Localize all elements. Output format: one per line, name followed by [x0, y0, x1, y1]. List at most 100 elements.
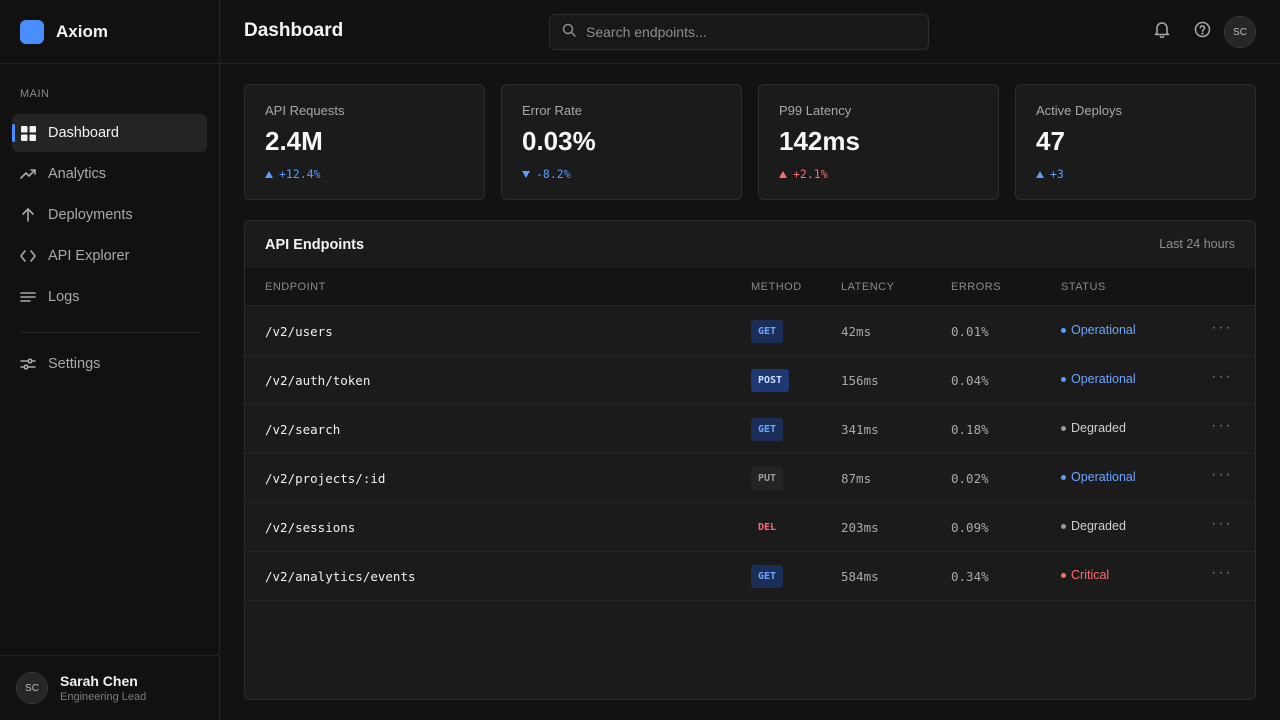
notifications-button[interactable] — [1150, 20, 1174, 44]
sidebar-item-deployments[interactable]: Deployments — [12, 196, 207, 234]
method-badge: GET — [751, 565, 784, 588]
time-range: Last 24 hours — [1159, 237, 1235, 251]
avatar: SC — [16, 672, 48, 704]
endpoint-path: /v2/sessions — [265, 520, 356, 535]
method-badge: GET — [751, 320, 784, 343]
top-header: Dashboard SC — [220, 0, 1280, 64]
search-input[interactable] — [586, 24, 906, 40]
avatar[interactable]: SC — [1224, 16, 1256, 48]
table-row[interactable]: /v2/search GET 341ms 0.18% Degraded ··· — [245, 405, 1255, 454]
table-row[interactable]: /v2/auth/token POST 156ms 0.04% Operational ·… — [245, 356, 1255, 405]
status-dot-icon — [1061, 425, 1066, 431]
errors-value: 0.18% — [951, 422, 989, 437]
more-options-button[interactable]: ··· — [1211, 515, 1233, 532]
column-header-endpoint: ENDPOINT — [265, 281, 326, 293]
status-text: Operational — [1071, 372, 1136, 386]
errors-value: 0.01% — [951, 324, 989, 339]
triangle-down-icon — [522, 170, 530, 178]
errors-value: 0.04% — [951, 373, 989, 388]
sidebar-item-settings[interactable]: Settings — [12, 345, 207, 383]
status-dot-icon — [1061, 572, 1066, 578]
triangle-up-icon — [779, 170, 787, 178]
status-text: Critical — [1071, 568, 1110, 582]
stat-delta: -8.2% — [522, 167, 721, 181]
sliders-icon — [20, 356, 36, 372]
more-options-button[interactable]: ··· — [1211, 417, 1233, 434]
app-logo — [20, 19, 44, 44]
latency-value: 584ms — [841, 569, 879, 584]
status-text: Operational — [1071, 323, 1136, 337]
sidebar-nav: Dashboard Analytics Deployments API Expl… — [12, 114, 207, 319]
sidebar-item-label: Logs — [48, 289, 80, 305]
status-badge: Operational — [1061, 372, 1136, 386]
stat-delta: +2.1% — [779, 167, 978, 181]
sidebar-item-api-explorer[interactable]: API Explorer — [12, 237, 207, 275]
sidebar-item-dashboard[interactable]: Dashboard — [12, 114, 207, 152]
table-row[interactable]: /v2/analytics/events GET 584ms 0.34% Critica… — [245, 552, 1255, 601]
column-header-latency: LATENCY — [841, 281, 895, 293]
status-dot-icon — [1061, 327, 1066, 333]
stat-delta: +12.4% — [265, 167, 464, 181]
status-text: Degraded — [1071, 519, 1126, 533]
endpoints-panel: API Endpoints Last 24 hours ENDPOINT MET… — [244, 220, 1256, 700]
method-badge: PUT — [751, 467, 784, 490]
trending-up-icon — [20, 166, 36, 182]
sidebar-item-label: Settings — [48, 356, 101, 372]
stat-delta: +3 — [1036, 167, 1235, 181]
endpoint-path: /v2/users — [265, 324, 333, 339]
endpoint-path: /v2/search — [265, 422, 341, 437]
sidebar-item-analytics[interactable]: Analytics — [12, 155, 207, 193]
user-name: Sarah Chen — [60, 673, 138, 689]
stat-card-active-deploys: Active Deploys 47 +3 — [1015, 84, 1256, 200]
more-options-button[interactable]: ··· — [1211, 564, 1233, 581]
more-options-button[interactable]: ··· — [1211, 466, 1233, 483]
stat-card-api-requests: API Requests 2.4M +12.4% — [244, 84, 485, 200]
column-header-method: METHOD — [751, 281, 802, 293]
table-header: ENDPOINT METHOD LATENCY ERRORS STATUS — [245, 268, 1255, 306]
stat-value: 0.03% — [522, 126, 596, 156]
column-header-errors: ERRORS — [951, 281, 1002, 293]
panel-title: API Endpoints — [265, 237, 365, 253]
user-profile[interactable]: SC Sarah Chen Engineering Lead — [0, 655, 219, 720]
errors-value: 0.09% — [951, 520, 989, 535]
search-box[interactable] — [549, 14, 929, 50]
more-options-button[interactable]: ··· — [1211, 368, 1233, 385]
method-badge: GET — [751, 418, 784, 441]
latency-value: 203ms — [841, 520, 879, 535]
status-dot-icon — [1061, 376, 1066, 382]
endpoint-path: /v2/analytics/events — [265, 569, 416, 584]
endpoint-path: /v2/projects/:id — [265, 471, 386, 486]
brand: Axiom — [0, 0, 219, 64]
table-row[interactable]: /v2/sessions DEL 203ms 0.09% Degraded ··· — [245, 503, 1255, 552]
more-options-button[interactable]: ··· — [1211, 319, 1233, 336]
errors-value: 0.34% — [951, 569, 989, 584]
status-dot-icon — [1061, 523, 1066, 529]
help-button[interactable] — [1190, 20, 1214, 44]
method-badge: DEL — [758, 522, 777, 533]
table-row[interactable]: /v2/projects/:id PUT 87ms 0.02% Operational ·… — [245, 454, 1255, 503]
grid-icon — [20, 125, 36, 141]
sidebar-item-label: Analytics — [48, 166, 107, 182]
status-badge: Operational — [1061, 323, 1136, 337]
stat-delta-value: -8.2% — [536, 167, 571, 181]
status-badge: Critical — [1061, 568, 1109, 582]
nav-divider — [20, 332, 200, 333]
stat-label: P99 Latency — [779, 103, 852, 118]
user-role: Engineering Lead — [60, 691, 147, 703]
latency-value: 87ms — [841, 471, 872, 486]
sidebar-item-logs[interactable]: Logs — [12, 278, 207, 316]
status-dot-icon — [1061, 474, 1066, 480]
stat-label: API Requests — [265, 103, 345, 118]
stat-delta-value: +3 — [1050, 167, 1064, 181]
method-badge: POST — [751, 369, 790, 392]
sidebar-item-label: API Explorer — [48, 248, 130, 264]
help-circle-icon — [1194, 21, 1211, 43]
table-row[interactable]: /v2/users GET 42ms 0.01% Operational ··· — [245, 307, 1255, 356]
endpoint-path: /v2/auth/token — [265, 373, 371, 388]
latency-value: 156ms — [841, 373, 879, 388]
status-text: Operational — [1071, 470, 1136, 484]
bell-icon — [1154, 21, 1170, 43]
status-text: Degraded — [1071, 421, 1126, 435]
latency-value: 341ms — [841, 422, 879, 437]
arrow-up-icon — [20, 207, 36, 223]
